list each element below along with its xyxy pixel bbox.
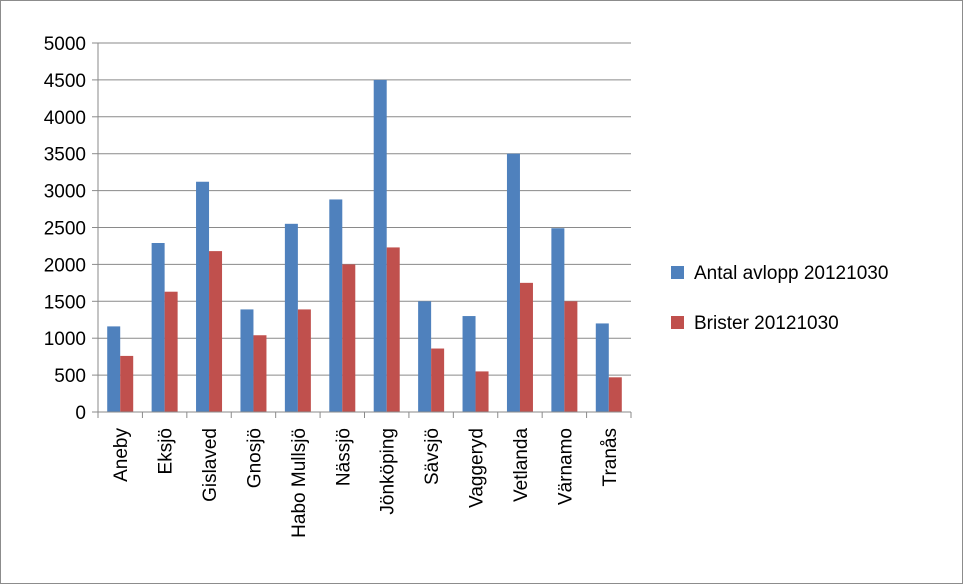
bar-brister-10 <box>564 301 578 412</box>
y-tick-label: 1500 <box>44 292 86 313</box>
bar-brister-2 <box>209 251 223 412</box>
bar-brister-0 <box>120 355 134 412</box>
y-tick-label: 4000 <box>44 108 86 129</box>
y-tick-label: 2000 <box>44 255 86 276</box>
bar-antal-avlopp-5 <box>329 199 343 412</box>
x-tick-label: Vetlanda <box>511 428 532 502</box>
y-tick-label: 5000 <box>44 34 86 55</box>
bar-antal-avlopp-10 <box>551 228 565 412</box>
bar-antal-avlopp-2 <box>196 181 210 412</box>
y-tick-label: 4500 <box>44 71 86 92</box>
bar-brister-6 <box>386 247 400 412</box>
bar-brister-3 <box>253 335 267 412</box>
legend-swatch-0 <box>671 266 684 279</box>
gridlines <box>98 42 631 376</box>
bar-antal-avlopp-0 <box>107 326 121 412</box>
bar-brister-11 <box>608 377 622 412</box>
y-tick-label: 1000 <box>44 329 86 350</box>
axes: 0 500 1000 1500 2000 2500 3000 3500 4000 4500 5000… <box>44 34 632 538</box>
bar-antal-avlopp-8 <box>462 316 476 412</box>
x-tick-label: Eksjö <box>156 428 177 474</box>
bar-antal-avlopp-11 <box>595 323 609 412</box>
x-tick-label: Aneby <box>111 428 132 482</box>
bars <box>107 79 622 413</box>
x-tick-label: Habo Mullsjö <box>289 428 310 538</box>
bar-brister-9 <box>519 282 533 412</box>
bar-brister-4 <box>297 309 311 412</box>
x-tick-label: Värnamo <box>555 428 576 505</box>
bar-antal-avlopp-1 <box>151 242 165 412</box>
bar-brister-8 <box>475 371 489 412</box>
legend-label-0: Antal avlopp 20121030 <box>694 263 888 284</box>
y-tick-label: 3000 <box>44 182 86 203</box>
y-tick-label: 2500 <box>44 219 86 240</box>
x-tick-label: Nässjö <box>333 428 354 486</box>
x-tick-label: Jönköping <box>378 428 399 515</box>
legend-label-1: Brister 20121030 <box>694 313 839 334</box>
bar-antal-avlopp-9 <box>506 153 520 412</box>
x-tick-label: Sävsjö <box>422 428 443 485</box>
bar-brister-1 <box>164 291 178 412</box>
y-tick-label: 3500 <box>44 145 86 166</box>
legend-swatch-1 <box>671 316 684 329</box>
bar-antal-avlopp-3 <box>240 309 254 412</box>
x-tick-label: Tranås <box>600 428 621 486</box>
x-tick-label: Gislaved <box>200 428 221 502</box>
y-tick-label: 0 <box>75 403 86 424</box>
bar-brister-5 <box>342 264 356 412</box>
x-tick-label: Vaggeryd <box>467 428 488 508</box>
y-tick-label: 500 <box>54 366 86 387</box>
bar-antal-avlopp-4 <box>284 223 298 412</box>
bar-brister-7 <box>431 348 445 412</box>
x-tick-label: Gnosjö <box>244 428 265 488</box>
legend: Antal avlopp 20121030 Brister 20121030 <box>671 263 888 334</box>
bar-antal-avlopp-7 <box>418 301 432 412</box>
bar-antal-avlopp-6 <box>373 79 387 413</box>
